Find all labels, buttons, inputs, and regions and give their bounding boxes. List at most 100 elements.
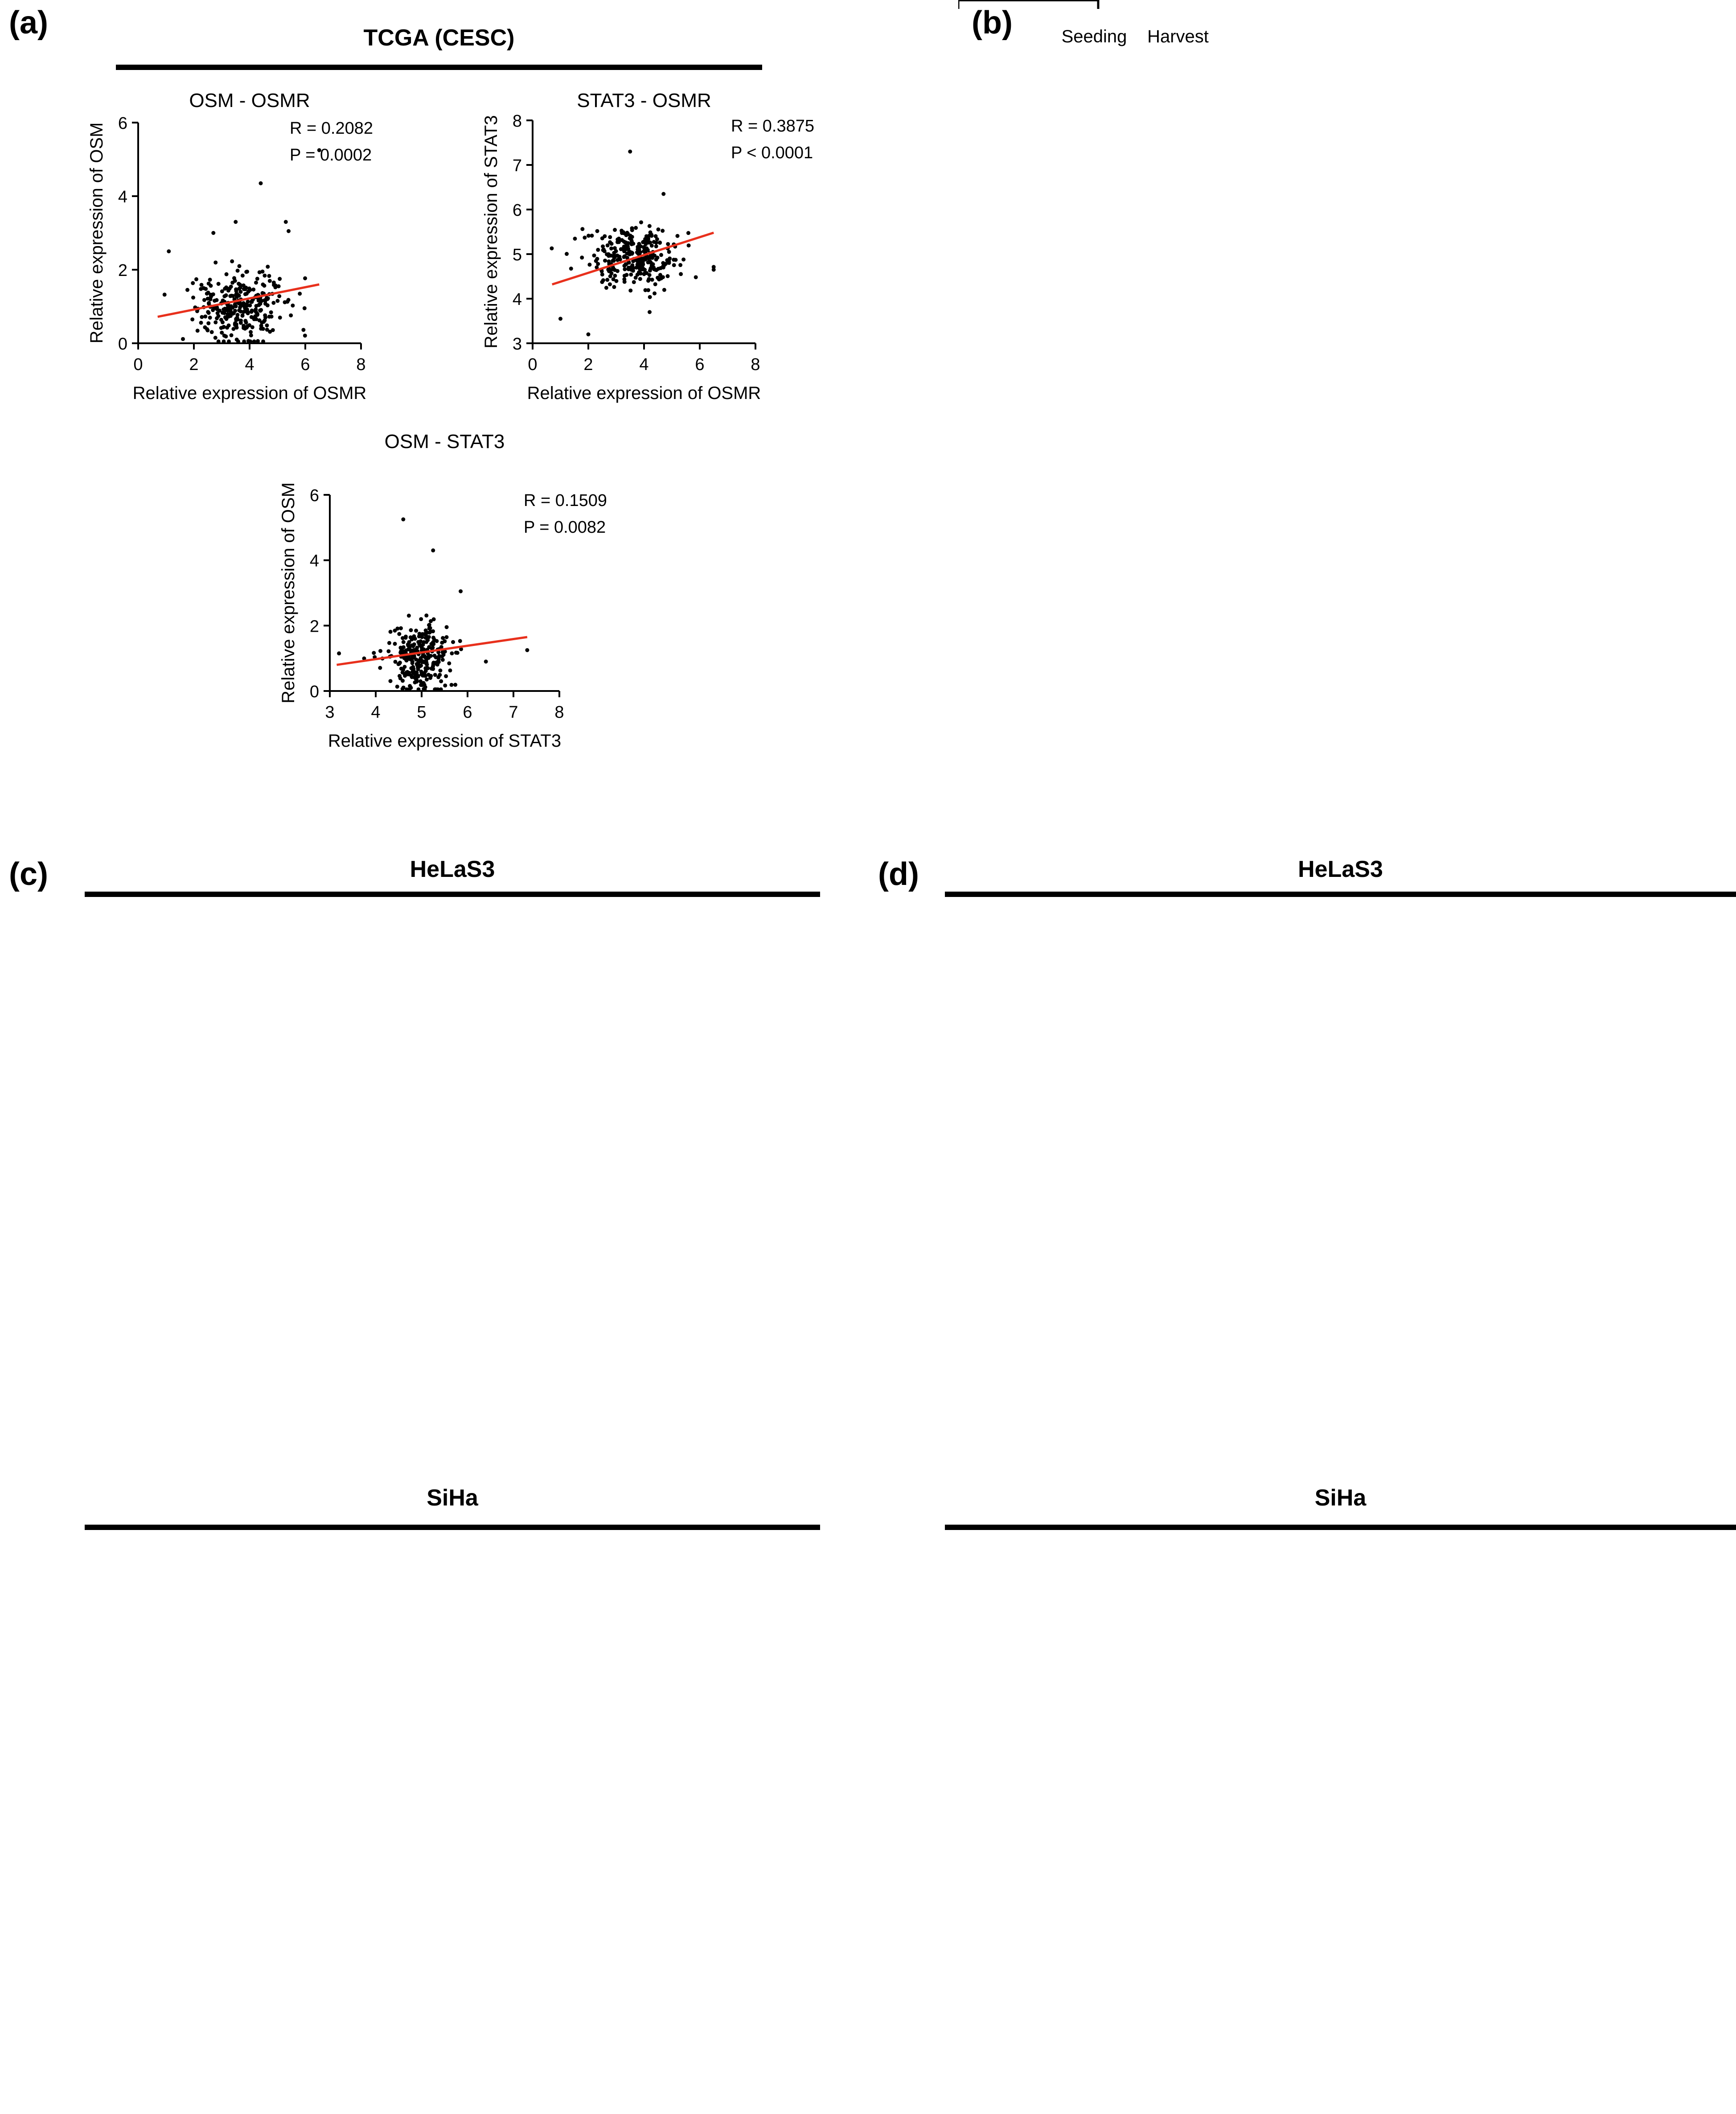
- data-point: [194, 277, 199, 281]
- panel-letter-b: (b): [972, 5, 1013, 41]
- data-point: [439, 645, 443, 649]
- data-point: [397, 632, 402, 636]
- data-point: [199, 283, 204, 287]
- data-point: [337, 651, 341, 656]
- data-point: [278, 315, 282, 320]
- data-point: [249, 300, 254, 304]
- data-point: [573, 236, 577, 241]
- data-point: [653, 234, 658, 239]
- data-point: [622, 249, 626, 254]
- experimental-timeline-diagram: Seeding Harvest: [958, 0, 1209, 46]
- data-point: [220, 330, 224, 335]
- y-tick-label: 7: [513, 156, 522, 175]
- p-value: P < 0.0001: [731, 144, 813, 162]
- data-point: [412, 636, 417, 641]
- data-point: [614, 279, 619, 283]
- data-point: [206, 321, 211, 325]
- y-tick-label: 8: [513, 112, 522, 131]
- data-point: [252, 317, 256, 321]
- data-point: [615, 269, 620, 273]
- data-point: [269, 310, 273, 315]
- data-point: [220, 320, 225, 325]
- data-point: [609, 242, 614, 246]
- data-point: [211, 231, 216, 235]
- data-point: [228, 308, 232, 312]
- data-point: [623, 240, 628, 245]
- data-point: [443, 683, 447, 688]
- data-point: [653, 282, 657, 287]
- data-point: [181, 337, 185, 341]
- data-point: [421, 681, 426, 685]
- data-point: [605, 243, 610, 247]
- data-point: [265, 323, 269, 328]
- data-point: [620, 231, 624, 235]
- data-point: [608, 235, 612, 239]
- x-tick-label: 6: [300, 355, 310, 374]
- data-point: [240, 313, 245, 317]
- data-point: [237, 264, 242, 268]
- data-point: [409, 628, 413, 633]
- data-point: [667, 250, 671, 254]
- y-tick-label: 6: [118, 114, 127, 133]
- data-point: [453, 683, 458, 687]
- data-point: [407, 640, 411, 644]
- data-point: [444, 674, 448, 679]
- data-point: [378, 666, 382, 670]
- data-point: [238, 305, 242, 309]
- data-point: [204, 287, 208, 291]
- data-point: [649, 243, 654, 248]
- x-tick-label: 0: [133, 355, 143, 374]
- data-point: [230, 294, 235, 298]
- data-point: [587, 234, 591, 238]
- data-point: [206, 290, 210, 295]
- data-point: [427, 626, 431, 631]
- data-point: [643, 271, 647, 276]
- data-point: [241, 303, 245, 307]
- data-point: [200, 315, 204, 319]
- data-point: [416, 687, 421, 691]
- data-point: [661, 192, 666, 196]
- data-point: [583, 235, 587, 240]
- data-point: [596, 247, 600, 252]
- data-point: [419, 617, 423, 621]
- data-point: [624, 273, 629, 277]
- regression-line: [157, 283, 320, 318]
- data-point: [661, 229, 665, 233]
- data-point: [409, 666, 414, 670]
- r-value: R = 0.1509: [524, 491, 606, 510]
- seeding-label: Seeding: [1062, 27, 1127, 46]
- data-point: [622, 254, 627, 259]
- data-point: [595, 265, 599, 270]
- data-point: [185, 288, 190, 292]
- x-axis-label: Relative expression of OSMR: [133, 383, 367, 403]
- panel-a-rule: [116, 65, 762, 70]
- data-point: [386, 649, 391, 654]
- data-point: [252, 339, 256, 344]
- data-point: [624, 262, 628, 267]
- data-point: [317, 148, 321, 152]
- r-value: R = 0.2082: [290, 119, 373, 138]
- data-point: [451, 640, 456, 644]
- data-point: [414, 629, 419, 633]
- data-point: [459, 589, 463, 593]
- x-tick-label: 8: [554, 703, 564, 722]
- data-point: [440, 658, 445, 662]
- data-point: [675, 234, 680, 238]
- data-point: [612, 246, 617, 251]
- data-point: [249, 330, 253, 334]
- panel-letter-c: (c): [9, 856, 48, 892]
- panel-c-section-helas3: HeLaS3: [410, 856, 495, 882]
- panel-c-section-siha: SiHa: [427, 1485, 478, 1511]
- data-point: [378, 649, 383, 653]
- panel-letter-d: (d): [878, 856, 919, 892]
- data-point: [653, 253, 657, 258]
- data-point: [647, 234, 652, 238]
- data-point: [406, 613, 411, 618]
- data-point: [254, 280, 258, 285]
- data-point: [233, 279, 237, 283]
- data-point: [679, 272, 683, 276]
- data-point: [600, 280, 604, 284]
- data-point: [659, 253, 663, 257]
- x-tick-label: 0: [528, 355, 537, 374]
- data-point: [420, 660, 424, 664]
